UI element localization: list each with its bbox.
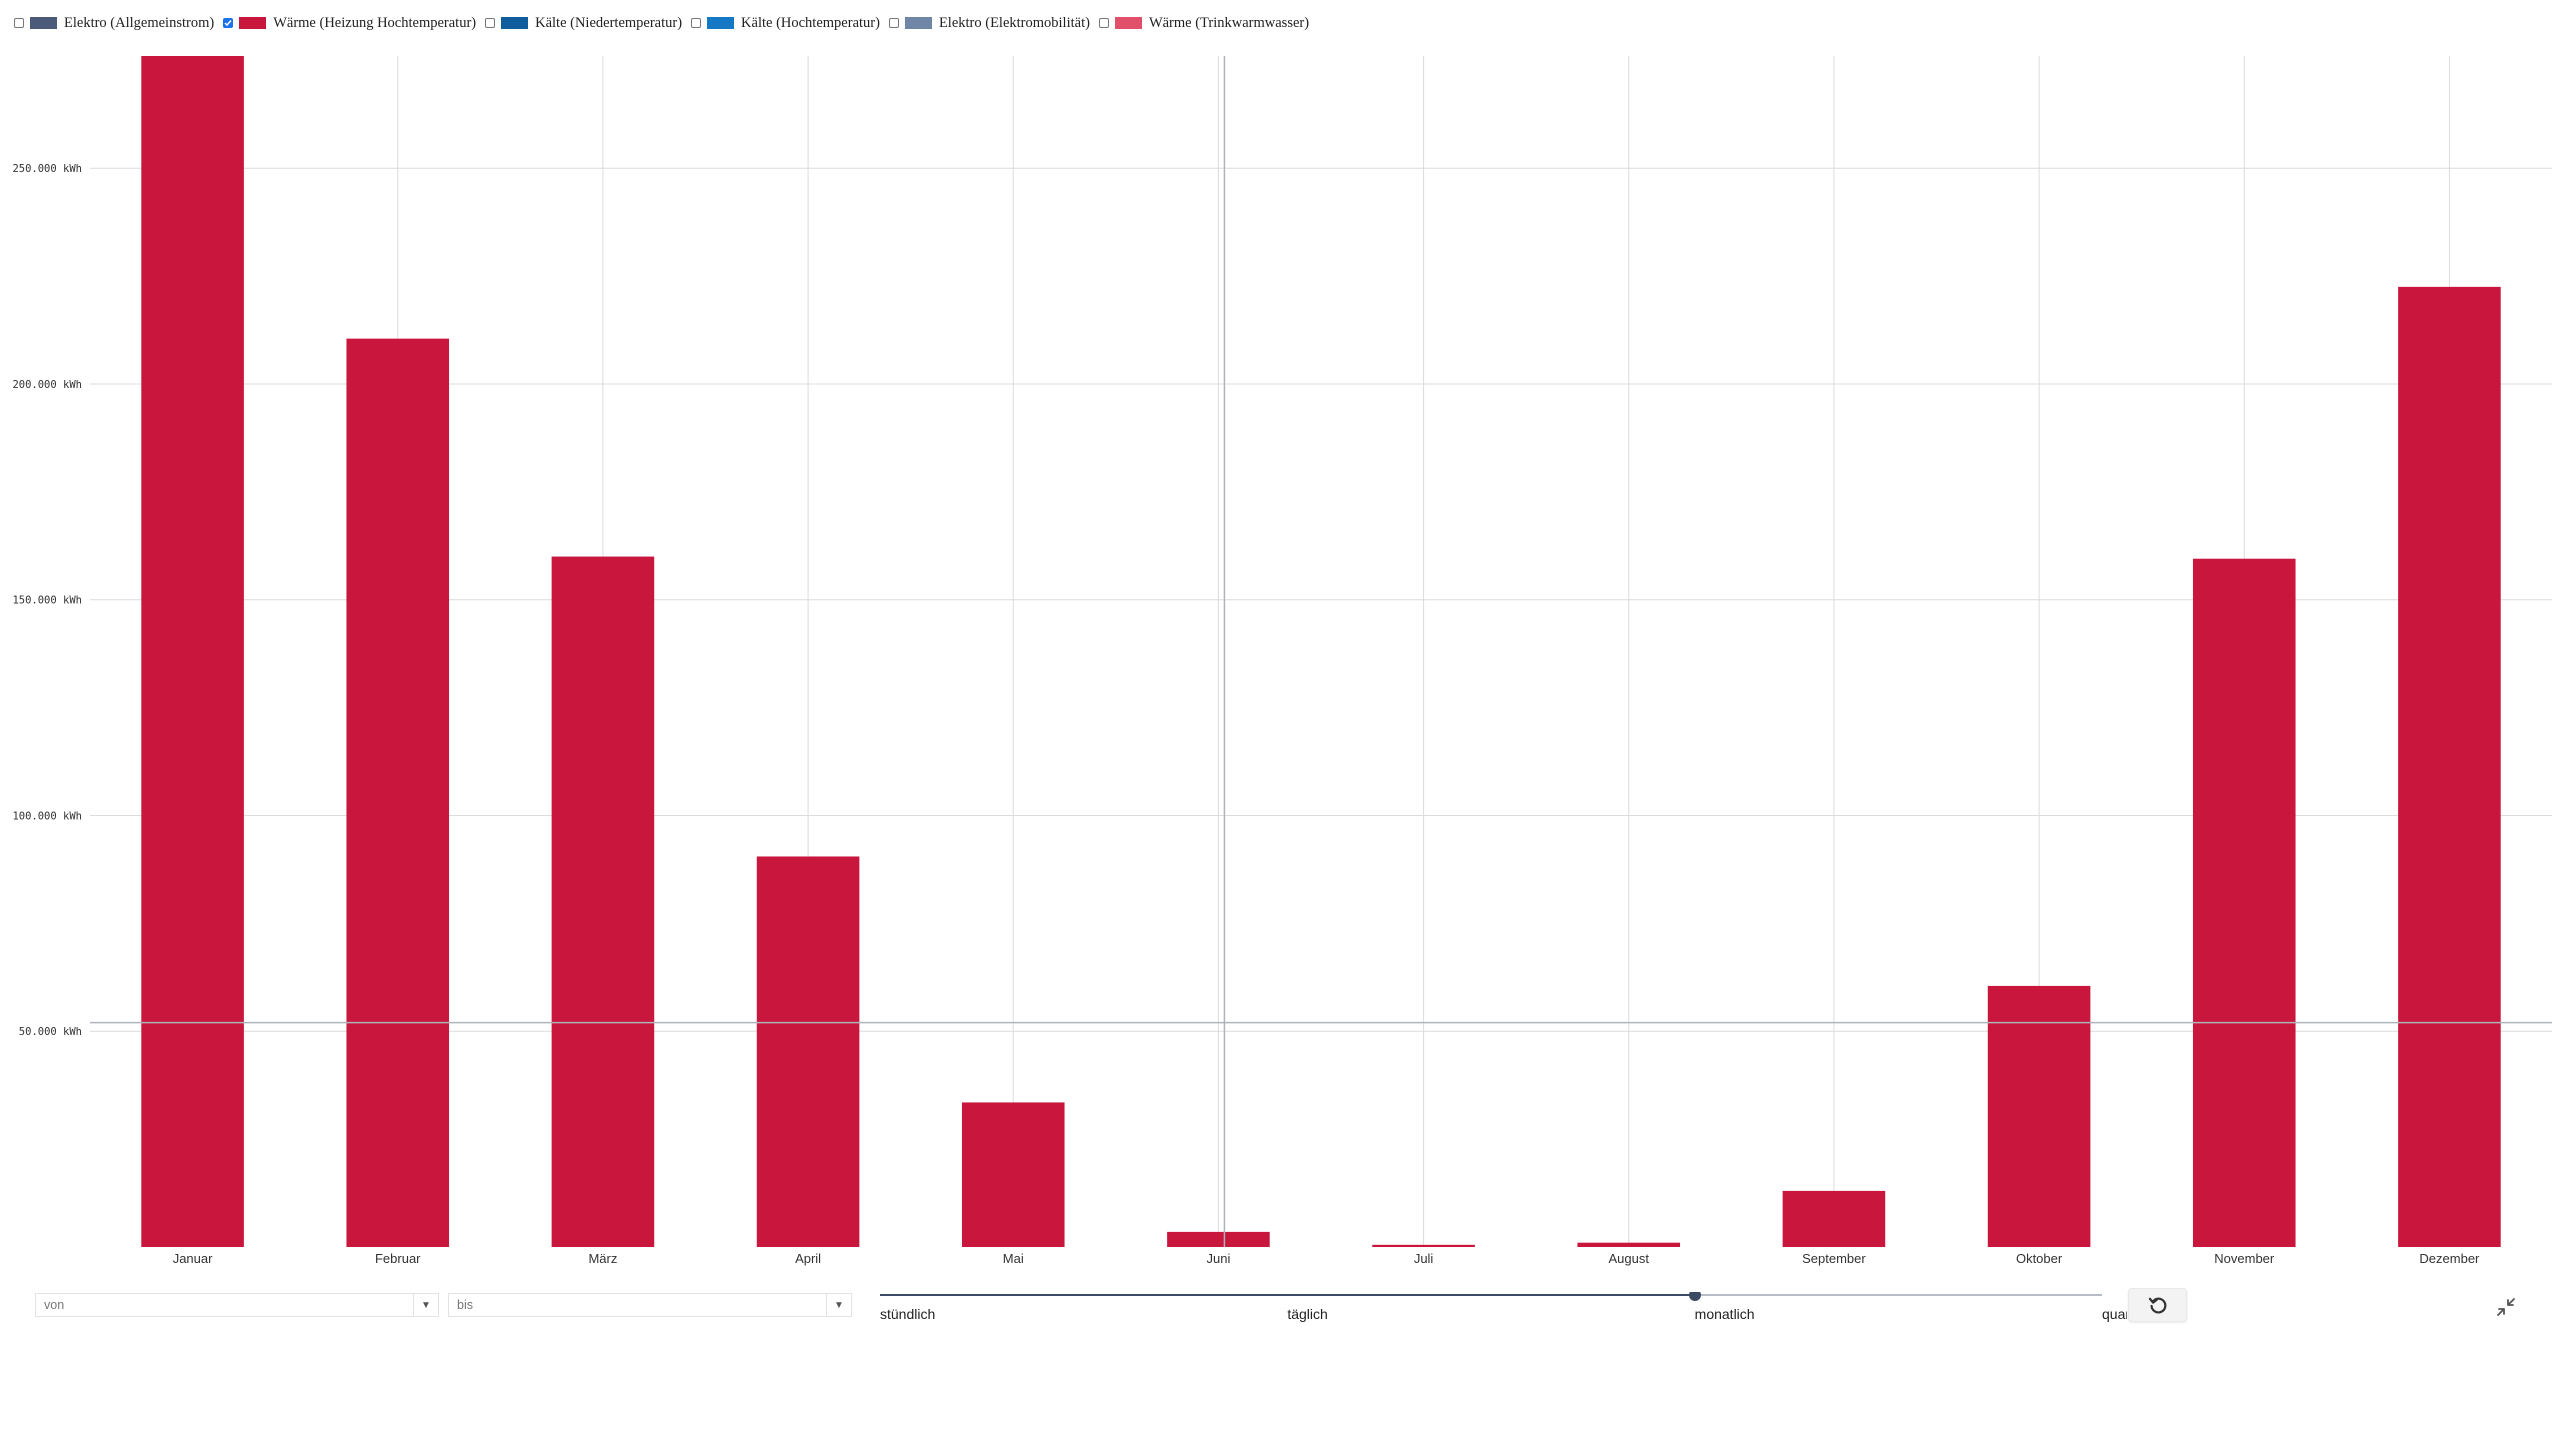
from-date-select[interactable]: von ▼ bbox=[35, 1293, 439, 1317]
legend-item-kaelte-niedertemperatur[interactable]: Kälte (Niedertemperatur) bbox=[485, 15, 682, 32]
reset-icon bbox=[2148, 1297, 2166, 1314]
bar bbox=[1577, 1242, 1681, 1247]
collapse-button[interactable] bbox=[2494, 1295, 2518, 1319]
legend-item-elektro-elektromobilitaet[interactable]: Elektro (Elektromobilität) bbox=[888, 14, 1090, 32]
from-placeholder: von bbox=[44, 1298, 65, 1312]
reset-button[interactable] bbox=[2128, 1288, 2187, 1322]
bar bbox=[2398, 286, 2501, 1247]
checkbox-icon[interactable] bbox=[14, 18, 24, 28]
y-tick-label: 150.000 kWh bbox=[12, 595, 82, 607]
legend-swatch bbox=[904, 17, 932, 29]
to-date-select[interactable]: bis ▼ bbox=[448, 1293, 852, 1317]
to-placeholder: bis bbox=[457, 1298, 473, 1312]
chevron-down-icon[interactable]: ▼ bbox=[413, 1294, 438, 1316]
legend-label: Elektro (Elektromobilität) bbox=[938, 14, 1090, 31]
legend-item-waerme-trinkwarmwasser[interactable]: Wärme (Trinkwarmwasser) bbox=[1098, 14, 1310, 32]
x-tick-label: Oktober bbox=[2016, 1251, 2063, 1266]
x-tick-label: November bbox=[2214, 1251, 2275, 1266]
legend-swatch bbox=[501, 17, 529, 29]
slider-label-hourly[interactable]: stündlich bbox=[880, 1306, 936, 1322]
checkbox-icon[interactable] bbox=[691, 18, 702, 28]
bar bbox=[1167, 1231, 1270, 1247]
legend-label: Kälte (Niedertemperatur) bbox=[535, 14, 683, 31]
checkbox-icon[interactable] bbox=[888, 18, 899, 28]
bar-chart: 50.000 kWh 100.000 kWh 150.000 kWh 200.000 … bbox=[12, 56, 2552, 1266]
bar bbox=[141, 56, 244, 1247]
legend-item-elektro-allgemeinstrom[interactable]: Elektro (Allgemeinstrom) bbox=[14, 15, 214, 32]
y-tick-label: 250.000 kWh bbox=[12, 163, 82, 175]
slider-label-monthly[interactable]: monatlich bbox=[1694, 1306, 1755, 1322]
legend-swatch bbox=[30, 17, 57, 29]
legend-label: Kälte (Hochtemperatur) bbox=[741, 14, 880, 31]
x-tick-label: Juli bbox=[1414, 1251, 1434, 1266]
x-tick-label: Februar bbox=[375, 1251, 421, 1266]
slider-fill bbox=[880, 1294, 1695, 1296]
legend-swatch bbox=[707, 17, 735, 29]
slider-thumb[interactable] bbox=[1688, 1292, 1701, 1301]
legend-label: Wärme (Trinkwarmwasser) bbox=[1148, 14, 1310, 31]
slider-label-daily[interactable]: täglich bbox=[1287, 1306, 1328, 1322]
chart-legend: Elektro (Allgemeinstrom) Wärme (Heizung … bbox=[14, 12, 1318, 34]
bar bbox=[961, 1102, 1065, 1247]
x-tick-label: September bbox=[1802, 1251, 1866, 1266]
legend-swatch bbox=[1114, 17, 1142, 29]
y-tick-label: 100.000 kWh bbox=[12, 810, 82, 822]
legend-item-kaelte-hochtemperatur[interactable]: Kälte (Hochtemperatur) bbox=[691, 15, 880, 32]
x-tick-label: August bbox=[1609, 1251, 1650, 1266]
checkbox-icon[interactable] bbox=[485, 18, 496, 28]
y-tick-label: 200.000 kWh bbox=[12, 379, 82, 391]
legend-item-waerme-heizung[interactable]: Wärme (Heizung Hochtemperatur) bbox=[223, 15, 476, 32]
bar bbox=[2192, 558, 2296, 1247]
bar bbox=[756, 856, 860, 1247]
interval-slider-clip: stündlich täglich monatlich quartalsweis… bbox=[880, 1292, 2127, 1332]
bar bbox=[1782, 1190, 1886, 1247]
x-tick-label: Januar bbox=[173, 1251, 213, 1266]
slider-label-quarterly[interactable]: quartalsweise bbox=[2102, 1306, 2127, 1322]
bar bbox=[1372, 1244, 1475, 1247]
legend-label: Wärme (Heizung Hochtemperatur) bbox=[273, 14, 477, 31]
chevron-down-icon[interactable]: ▼ bbox=[826, 1294, 851, 1316]
bar bbox=[346, 338, 450, 1247]
checkbox-icon[interactable] bbox=[1098, 18, 1109, 28]
interval-slider[interactable]: stündlich täglich monatlich quartalsweis… bbox=[880, 1292, 2127, 1328]
y-tick-label: 50.000 kWh bbox=[19, 1026, 82, 1038]
x-tick-label: Dezember bbox=[2419, 1251, 2480, 1266]
legend-label: Elektro (Allgemeinstrom) bbox=[64, 14, 215, 31]
x-tick-label: Juni bbox=[1206, 1251, 1230, 1266]
bar bbox=[1987, 985, 2091, 1247]
x-tick-label: Mai bbox=[1003, 1251, 1024, 1266]
legend-swatch bbox=[239, 17, 267, 29]
checkbox-icon[interactable] bbox=[223, 18, 234, 28]
x-tick-label: März bbox=[588, 1251, 617, 1266]
x-tick-label: April bbox=[795, 1251, 821, 1266]
collapse-icon bbox=[2497, 1298, 2515, 1316]
bar bbox=[551, 556, 655, 1247]
